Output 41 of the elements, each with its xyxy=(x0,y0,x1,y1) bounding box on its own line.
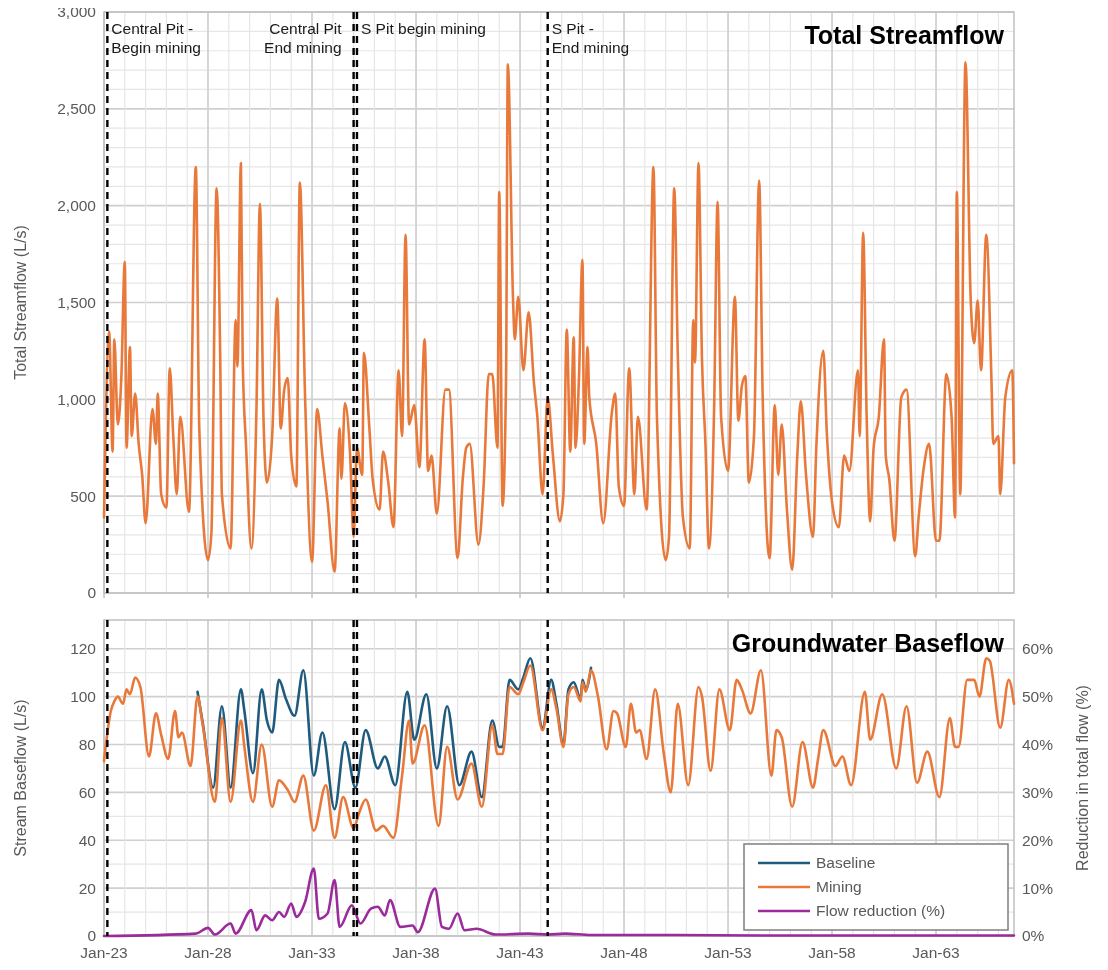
y-tick-label: 1,500 xyxy=(57,293,97,311)
y-tick-label: 20 xyxy=(78,879,97,897)
x-tick-label: Jan-63 xyxy=(912,944,960,961)
x-tick-label: Jan-48 xyxy=(600,944,648,961)
y-tick-label: 40 xyxy=(78,831,97,849)
ref-line-label: S Pit begin mining xyxy=(360,20,486,37)
y-tick-label: 100 xyxy=(70,688,97,706)
x-tick-label: Jan-43 xyxy=(496,944,544,961)
y2-axis-title: Reduction in total flow (%) xyxy=(1074,685,1091,871)
y-tick-label: 1,000 xyxy=(57,390,97,408)
y-tick-label: 120 xyxy=(70,640,97,658)
y2-tick-label: 60% xyxy=(1022,640,1054,658)
ref-line-label: Central Pit End mining xyxy=(264,20,343,56)
y2-tick-label: 50% xyxy=(1022,688,1054,706)
y-tick-label: 0 xyxy=(87,927,97,945)
x-tick-label: Jan-58 xyxy=(808,944,856,961)
legend-label: Mining xyxy=(816,878,862,896)
y2-tick-label: 30% xyxy=(1022,783,1054,801)
x-tick-label: Jan-53 xyxy=(704,944,752,961)
ref-line-label: S Pit - End mining xyxy=(551,20,630,56)
y-tick-label: 2,500 xyxy=(57,100,97,118)
chart-title: Total Streamflow xyxy=(804,21,1005,49)
y-axis-title: Stream Baseflow (L/s) xyxy=(12,699,29,857)
y-tick-label: 2,000 xyxy=(57,197,97,215)
x-tick-label: Jan-33 xyxy=(288,944,336,961)
ref-line-label: Central Pit - Begin mining xyxy=(111,20,201,56)
legend-label: Baseline xyxy=(816,854,876,872)
x-tick-label: Jan-38 xyxy=(392,944,440,961)
y2-tick-label: 40% xyxy=(1022,735,1054,753)
y-axis-title: Total Streamflow (L/s) xyxy=(12,225,29,380)
x-tick-label: Jan-28 xyxy=(184,944,232,961)
y2-tick-label: 20% xyxy=(1022,831,1054,849)
y2-tick-label: 0% xyxy=(1022,927,1045,945)
legend-label: Flow reduction (%) xyxy=(816,902,946,920)
chart-title: Groundwater Baseflow xyxy=(731,629,1005,657)
y-tick-label: 0 xyxy=(87,584,97,602)
y-tick-label: 80 xyxy=(78,735,97,753)
y-tick-label: 500 xyxy=(70,487,97,505)
y2-tick-label: 10% xyxy=(1022,879,1054,897)
x-tick-label: Jan-23 xyxy=(80,944,128,961)
y-tick-label: 60 xyxy=(78,783,97,801)
